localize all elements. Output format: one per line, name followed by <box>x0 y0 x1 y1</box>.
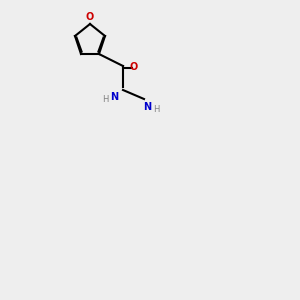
Text: H: H <box>102 94 108 103</box>
Text: O: O <box>129 62 137 73</box>
Text: O: O <box>86 13 94 22</box>
Text: N: N <box>143 102 151 112</box>
Text: H: H <box>153 105 159 114</box>
Text: N: N <box>110 92 118 101</box>
